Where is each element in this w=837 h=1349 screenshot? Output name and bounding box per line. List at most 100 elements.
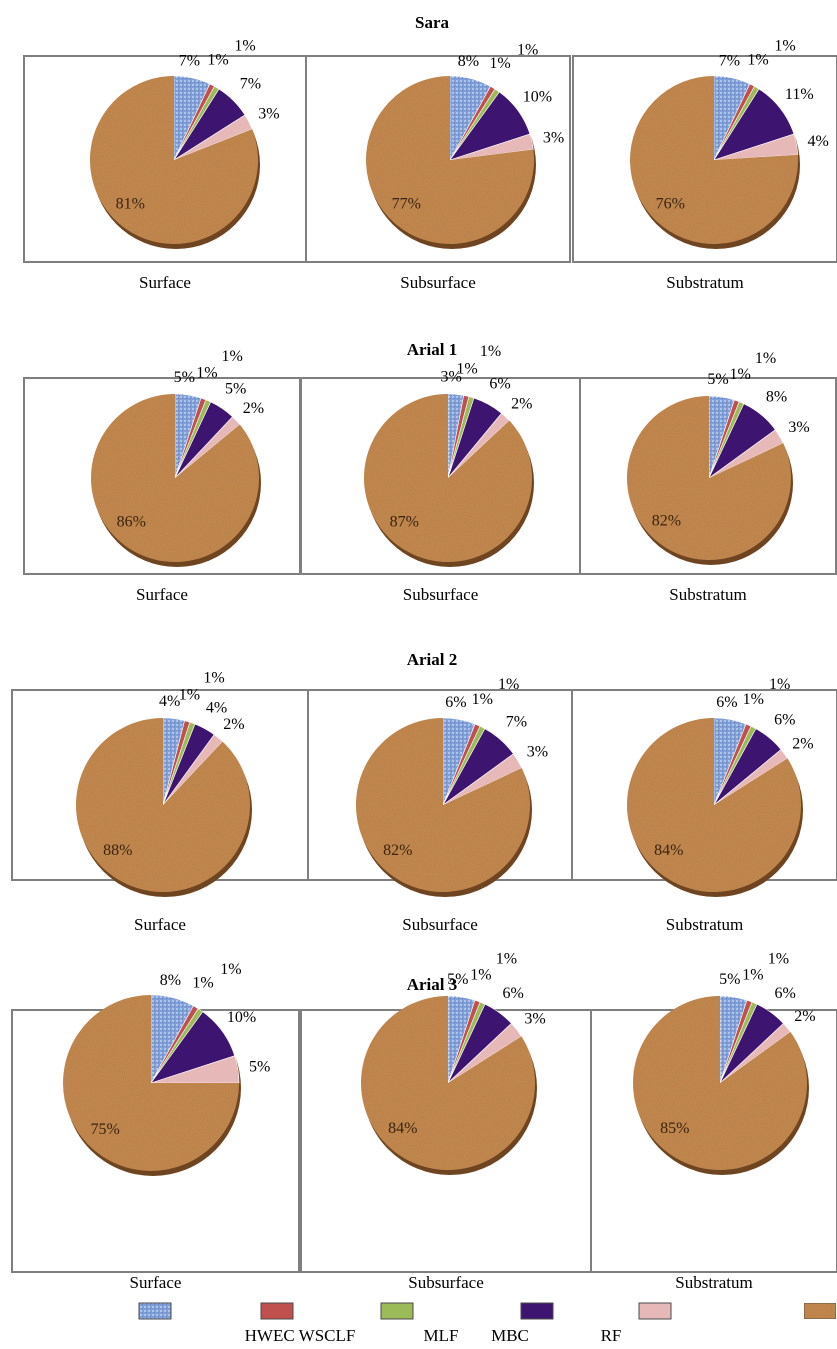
chart-caption: Subsurface <box>400 273 476 292</box>
pie-data-label: 1% <box>755 350 776 367</box>
pie-data-label: 11% <box>785 86 814 103</box>
pie-data-label: 1% <box>489 55 510 72</box>
chart-frame <box>305 55 571 263</box>
pie-chart: 8% 1% 1% 10% 3% 77% Subsurface <box>305 41 571 292</box>
pie-data-label: 6% <box>445 694 466 711</box>
pie-data-label: 10% <box>523 89 552 106</box>
legend-swatch-hwec <box>138 1302 172 1320</box>
pie-slice-rf <box>708 429 784 479</box>
pie-chart: 5% 1%1%6%3%84%Subsurface <box>300 950 592 1292</box>
pie-slice-rf <box>162 734 223 806</box>
pie-data-label: 2% <box>511 396 532 413</box>
pie-chart: 8% 1% 1% 10% 5% 75% Surface <box>11 961 300 1292</box>
chart-frame <box>572 55 837 263</box>
pie-data-label: 1% <box>220 961 241 978</box>
pie-data-label: 1% <box>196 364 217 381</box>
chart-caption: Subsurface <box>403 585 479 604</box>
pie-slice-other <box>361 996 536 1170</box>
group-title: Arial 2 <box>407 650 458 669</box>
pie-data-label: 7% <box>506 714 527 731</box>
pie-chart: 7% 1% 1% 7% 3% 81% Surface <box>23 37 307 292</box>
pie-data-label: 7% <box>179 52 200 69</box>
pie-slice-rf <box>442 753 523 806</box>
chart-frame <box>579 377 837 575</box>
legend-label: MBC <box>491 1326 529 1345</box>
pie-data-label: 5% <box>249 1058 270 1075</box>
chart-caption: Substratum <box>666 273 743 292</box>
panel-group: Arial 15% 1%1%5%2%86%Surface3%1%1%6%2%87%… <box>23 340 837 604</box>
pie-data-label: 2% <box>223 716 244 733</box>
pie-data-label: 6% <box>774 712 795 729</box>
pie-data-label: 1% <box>472 691 493 708</box>
pie-chart: 6% 1% 1% 6% 2% 84% Substratum <box>571 676 837 934</box>
pie-data-label: 5% <box>447 971 468 988</box>
pie-data-label: 1% <box>480 343 501 360</box>
pie-data-label: 2% <box>792 735 813 752</box>
pie-data-label: 1% <box>774 37 795 54</box>
pie-data-label: 1% <box>222 348 243 365</box>
pie-data-label: 3% <box>441 368 462 385</box>
pie-data-label: 4% <box>206 700 227 717</box>
pie-slice-other <box>355 718 530 893</box>
pie-slice-rf <box>713 133 799 161</box>
pie-data-label: 3% <box>543 130 564 147</box>
pie-data-label: 6% <box>775 985 796 1002</box>
pie-data-label: 7% <box>240 76 261 93</box>
pie-data-label: 1% <box>730 366 751 383</box>
pie-data-label: 7% <box>719 52 740 69</box>
pie-slice-other <box>89 76 258 245</box>
pie-chart: 5% 1%1%8%3%82%Substratum <box>579 350 837 604</box>
pie-slice-other <box>63 995 239 1171</box>
pie-data-label: 82% <box>652 513 681 530</box>
pie-slice-rf <box>447 1023 522 1084</box>
pie-data-label: 1% <box>743 691 764 708</box>
chart-caption: Subsurface <box>408 1273 484 1292</box>
pie-data-label: 85% <box>660 1120 689 1137</box>
pie-data-label: 10% <box>227 1009 256 1026</box>
pie-data-label: 81% <box>116 196 145 213</box>
legend-label: RF <box>601 1326 622 1345</box>
pie-data-label: 1% <box>747 52 768 69</box>
legend-swatch-other <box>803 1302 837 1320</box>
pie-data-label: 76% <box>656 196 685 213</box>
pie-data-label: 1% <box>456 361 477 378</box>
pie-data-label: 1% <box>769 676 790 693</box>
pie-data-label: 1% <box>192 974 213 991</box>
pie-slice-other <box>627 718 802 892</box>
pie-data-label: 3% <box>788 419 809 436</box>
pie-data-label: 6% <box>716 694 737 711</box>
pie-data-label: 8% <box>766 388 787 405</box>
legend-label: HWEC WSCLF <box>245 1326 356 1345</box>
pie-data-label: 3% <box>524 1011 545 1028</box>
pie-data-label: 1% <box>768 950 789 967</box>
pie-data-label: 1% <box>496 950 517 967</box>
legend-swatch-mbc <box>520 1302 554 1320</box>
pie-slice-other <box>363 394 532 562</box>
pie-slice-other <box>90 394 259 563</box>
pie-data-label: 5% <box>719 971 740 988</box>
pie-chart: 7% 1% 1% 11% 4% 76% Substratum <box>572 37 837 292</box>
legend-swatch-wsclf <box>260 1302 294 1320</box>
pie-chart: 6% 1% 1% 7%3% 82% Subsurface <box>307 676 573 934</box>
pie-data-label: 1% <box>470 966 491 983</box>
pie-slice-other <box>627 396 792 560</box>
legend: HWEC WSCLF MLF MBC RF <box>138 1302 837 1345</box>
pie-data-label: 1% <box>234 37 255 54</box>
pie-slice-rf <box>447 412 510 479</box>
chart-caption: Substratum <box>669 585 746 604</box>
group-title: Sara <box>415 13 450 32</box>
legend-swatch-mlf <box>380 1302 414 1320</box>
pie-data-label: 5% <box>174 369 195 386</box>
pie-data-label: 84% <box>388 1120 417 1137</box>
pie-data-label: 3% <box>258 106 279 123</box>
pie-data-label: 6% <box>503 985 524 1002</box>
pie-chart: 4%1%1%4%2%88%Surface <box>11 670 309 934</box>
pie-data-label: 77% <box>392 196 421 213</box>
pie-data-label: 2% <box>243 400 264 417</box>
chart-caption: Substratum <box>666 915 743 934</box>
chart-caption: Substratum <box>675 1273 752 1292</box>
chart-caption: Surface <box>134 915 186 934</box>
chart-caption: Surface <box>130 1273 182 1292</box>
pie-data-label: 2% <box>794 1008 815 1025</box>
